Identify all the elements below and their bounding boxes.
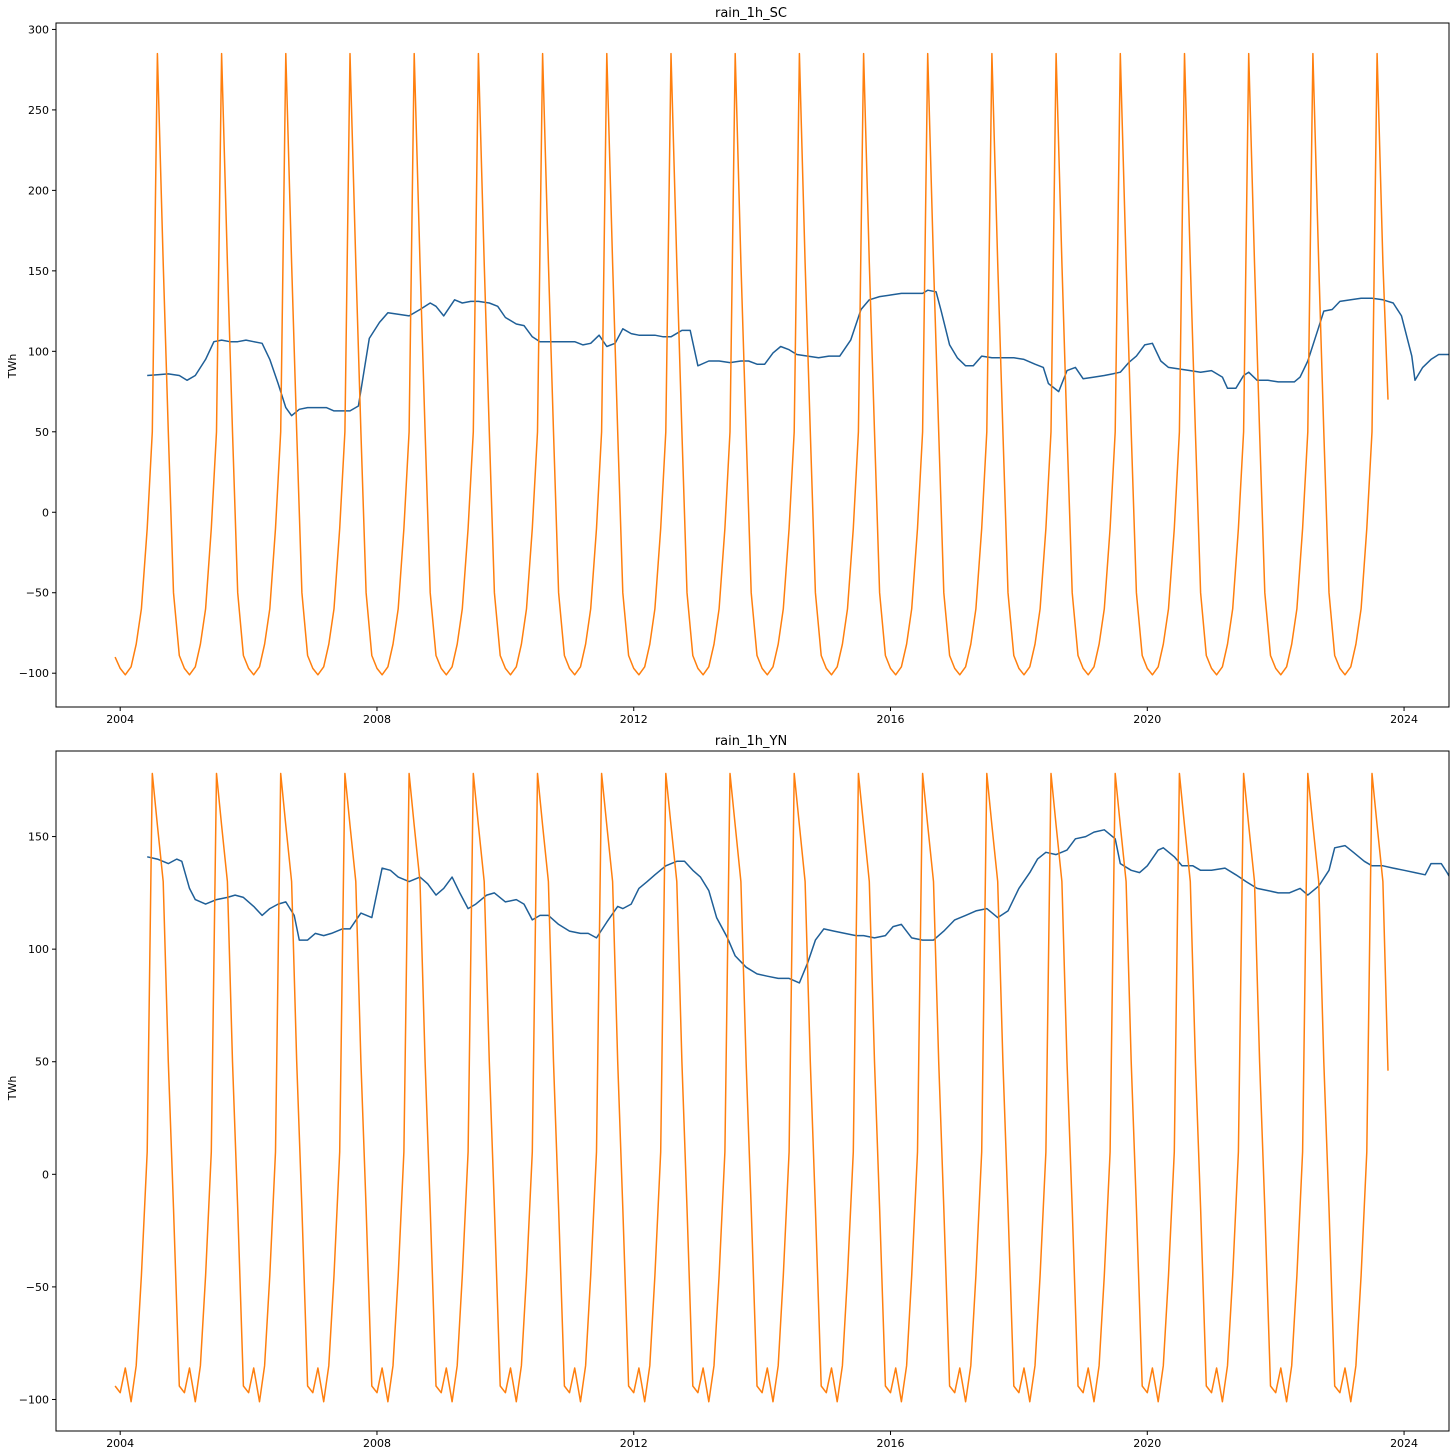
plot-frame [55, 750, 1450, 1432]
y-tick-label: 300 [28, 23, 49, 36]
chart-title: rain_1h_YN [715, 734, 787, 749]
axes-layer: 2004 2008 2012 2016 2020 2024 −100 −50 0 50 100 150 [19, 831, 1418, 1450]
series-layer [114, 772, 1449, 1403]
y-tick-label: −100 [19, 667, 49, 680]
x-tick-label: 2020 [1133, 713, 1161, 726]
y-axis-label: TWh [6, 1076, 19, 1102]
y-tick-label: 200 [28, 184, 49, 197]
series-layer [114, 52, 1449, 676]
y-tick-label: 100 [28, 943, 49, 956]
x-tick-label: 2024 [1390, 713, 1418, 726]
y-tick-label: −50 [26, 1281, 49, 1294]
x-tick-label: 2016 [877, 1437, 905, 1450]
x-tick-label: 2004 [106, 1437, 134, 1450]
x-tick-label: 2020 [1133, 1437, 1161, 1450]
y-tick-label: −50 [26, 587, 49, 600]
y-tick-label: 50 [35, 426, 49, 439]
y-tick-label: −100 [19, 1393, 49, 1406]
chart-panel-yn: rain_1h_YN TWh 2004 2008 2012 2016 2020 2024 −… [6, 734, 1450, 1450]
x-tick-label: 2008 [363, 713, 391, 726]
y-tick-label: 100 [28, 345, 49, 358]
x-tick-label: 2004 [106, 713, 134, 726]
y-tick-label: 250 [28, 104, 49, 117]
y-tick-label: 0 [42, 506, 49, 519]
plot-frame [55, 22, 1450, 708]
y-tick-label: 150 [28, 265, 49, 278]
x-tick-label: 2012 [620, 1437, 648, 1450]
chart-panel-sc: rain_1h_SC TWh 2004 2008 2012 2016 2020 2024 −… [6, 6, 1450, 726]
axes-layer: 2004 2008 2012 2016 2020 2024 −100 −50 0 50 100 150… [19, 23, 1418, 726]
y-tick-label: 0 [42, 1168, 49, 1181]
x-tick-label: 2024 [1390, 1437, 1418, 1450]
x-tick-label: 2008 [363, 1437, 391, 1450]
series-line-orange [114, 52, 1389, 676]
x-tick-label: 2016 [877, 713, 905, 726]
y-tick-label: 50 [35, 1056, 49, 1069]
series-line-blue [147, 829, 1449, 984]
y-axis-label: TWh [6, 354, 19, 380]
series-line-orange [114, 772, 1389, 1403]
x-tick-label: 2012 [620, 713, 648, 726]
y-tick-label: 150 [28, 831, 49, 844]
chart-title: rain_1h_SC [715, 6, 787, 21]
